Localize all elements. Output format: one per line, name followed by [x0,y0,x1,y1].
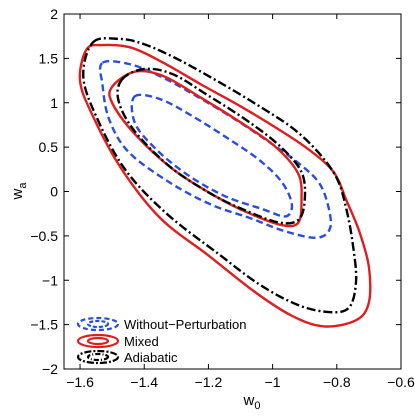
y-tick-label: −1 [42,272,58,288]
y-tick-label: 0 [50,184,58,200]
contour-mixed-95 [78,43,372,328]
x-tick-label: −0.8 [323,374,351,390]
contour-without-perturbation-95 [98,60,333,239]
legend-entry-without-perturbation: Without−Perturbation [76,316,246,332]
y-tick-label: 0.5 [39,139,59,155]
plot-frame [63,13,402,370]
tick-label-layer: −1.6 −1.4 −1.2 −1 −0.8 −0.6 −2 −1.5 −1 −0.5 0 0.5 1 1… [30,6,415,390]
x-axis-label: w0 [243,392,261,412]
legend-entry-adiabatic: Adiabatic [76,349,178,365]
legend-label-without-perturbation: Without−Perturbation [124,317,246,332]
y-tick-label: −1.5 [30,317,58,333]
legend-swatch-inner [86,319,110,329]
legend-swatch-inner [86,336,110,346]
x-tick-label: −1.4 [130,374,158,390]
y-tick-label: 2 [50,6,58,22]
contour-without-perturbation-68 [130,93,294,218]
contour-layer [78,37,372,328]
y-axis-label: wa [9,182,29,201]
legend-swatch-outer [76,349,120,365]
y-tick-label: −0.5 [30,228,58,244]
x-tick-label: −1.2 [195,374,223,390]
y-tick-label: −2 [42,361,58,377]
legend-label-mixed: Mixed [124,334,159,349]
y-tick-label: 1.5 [39,50,59,66]
x-tick-label: −0.6 [387,374,415,390]
contour-adiabatic-68 [116,67,307,225]
x-tick-label: −1.6 [66,374,94,390]
legend-swatch-outer [76,333,120,349]
legend-entry-mixed: Mixed [76,333,159,349]
y-tick-label: 1 [50,95,58,111]
legend-swatch-outer [76,316,120,332]
legend: Without−Perturbation Mixed Adiabatic [76,316,246,365]
x-tick-label: −1 [265,374,281,390]
tick-layer [64,13,402,370]
legend-label-adiabatic: Adiabatic [124,350,178,365]
contour-adiabatic-95 [82,37,358,314]
legend-swatch-inner [86,352,110,362]
